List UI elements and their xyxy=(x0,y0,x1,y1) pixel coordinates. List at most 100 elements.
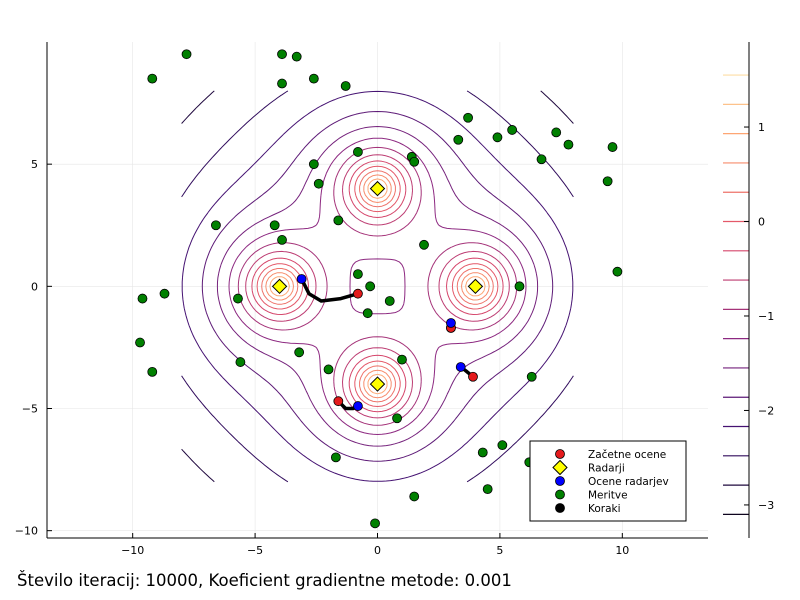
measurement-point xyxy=(397,354,407,365)
legend-marker xyxy=(555,476,565,486)
y-tick-label: 5 xyxy=(31,158,38,171)
measurement-point xyxy=(602,176,613,187)
x-tick-label: −5 xyxy=(247,544,263,557)
measurement-point xyxy=(384,296,395,306)
measurement-point xyxy=(159,288,170,299)
x-tick-label: −10 xyxy=(121,544,144,557)
x-tick-label: 10 xyxy=(615,544,629,557)
measurement-point xyxy=(409,491,420,502)
grid xyxy=(47,42,708,538)
measurement-point xyxy=(607,142,618,152)
measurement-point xyxy=(409,156,420,167)
y-tick-label: −10 xyxy=(15,525,38,538)
contour-line xyxy=(245,154,510,419)
measurement-point xyxy=(497,440,508,451)
measurement-point xyxy=(477,447,488,458)
radar-estimate-point xyxy=(455,362,466,372)
contour-line xyxy=(251,160,504,413)
colorbar: 1 0 −1 −2 −3 xyxy=(723,42,774,538)
contour-line xyxy=(181,90,574,483)
measurement-point xyxy=(370,518,380,529)
measurement-point xyxy=(419,239,429,250)
y-tick-label: −5 xyxy=(22,403,38,416)
radar-estimate-point xyxy=(296,274,307,284)
measurement-point xyxy=(269,220,280,231)
measurement-point xyxy=(277,235,287,245)
measurement-point xyxy=(294,347,305,358)
radar-marker xyxy=(369,376,386,392)
measurement-point xyxy=(308,159,319,170)
legend-marker xyxy=(555,503,565,513)
initial-estimate-point xyxy=(468,371,478,382)
initial-estimate-point xyxy=(333,396,344,407)
measurement-point xyxy=(181,49,192,60)
y-tick-label: 0 xyxy=(31,280,38,293)
measurement-point xyxy=(365,281,376,292)
measurement-point xyxy=(313,178,324,189)
measurement-point xyxy=(291,51,302,62)
contour-line xyxy=(256,165,499,407)
measurement-point xyxy=(392,413,402,424)
measurement-point xyxy=(362,308,373,319)
caption: Število iteracij: 10000, Koeficient grad… xyxy=(17,571,512,590)
colorbar-tick-label: 0 xyxy=(758,216,765,229)
colorbar-tick-label: −1 xyxy=(758,310,774,323)
legend-label: Koraki xyxy=(588,503,621,515)
axes: −10 −5 0 5 10 −10 −5 0 5 xyxy=(15,42,708,557)
radar-estimate-point xyxy=(353,401,363,411)
legend-marker xyxy=(555,489,565,500)
measurement-point xyxy=(482,484,493,495)
measurement-point xyxy=(147,73,158,84)
measurement-point xyxy=(340,81,351,91)
measurement-point xyxy=(211,220,221,231)
measurement-point xyxy=(536,154,547,165)
measurement-point xyxy=(353,147,363,157)
x-tick-label: 0 xyxy=(374,544,381,557)
contour-line xyxy=(269,178,486,395)
measurement-point xyxy=(507,125,518,135)
legend-label: Radarji xyxy=(588,463,625,475)
contour-line xyxy=(181,90,574,482)
legend-label: Ocene radarjev xyxy=(588,476,669,488)
radar-marker xyxy=(467,278,484,295)
legend-label: Meritve xyxy=(588,490,628,502)
measurement-point xyxy=(308,73,319,84)
radar-marker xyxy=(271,278,288,295)
measurement-point xyxy=(235,357,246,367)
contour-line xyxy=(228,137,527,435)
colorbar-tick-label: −2 xyxy=(758,404,774,417)
radar-estimate-point xyxy=(446,318,456,328)
measurement-point xyxy=(333,215,344,226)
step-path xyxy=(299,277,360,303)
legend-marker xyxy=(555,449,565,459)
x-tick-label: 5 xyxy=(496,544,503,557)
contour-line xyxy=(265,174,490,399)
measurement-point xyxy=(323,364,334,375)
measurement-point xyxy=(526,371,537,382)
initial-estimate-point xyxy=(353,288,363,299)
colorbar-tick-label: −3 xyxy=(758,499,774,512)
measurement-point xyxy=(135,337,145,348)
measurement-point xyxy=(612,266,623,277)
measurement-point xyxy=(492,132,503,143)
measurement-point xyxy=(330,452,341,463)
measurement-point xyxy=(233,293,243,304)
measurement-point xyxy=(514,281,525,292)
measurement-point xyxy=(563,139,574,150)
legend-label: Začetne ocene xyxy=(588,449,666,461)
measurement-point xyxy=(463,112,473,123)
measurement-point xyxy=(353,269,363,280)
contour-line xyxy=(201,111,554,462)
measurement-point xyxy=(277,49,287,60)
legend-marker xyxy=(552,459,568,476)
measurement-point xyxy=(137,293,148,304)
measurement-point xyxy=(277,78,287,89)
radar-marker xyxy=(369,180,386,197)
measurement-point xyxy=(551,127,562,138)
colorbar-tick-label: 1 xyxy=(758,121,765,134)
measurement-point xyxy=(453,134,464,145)
contour-line xyxy=(261,170,494,403)
contour-line xyxy=(216,126,539,447)
